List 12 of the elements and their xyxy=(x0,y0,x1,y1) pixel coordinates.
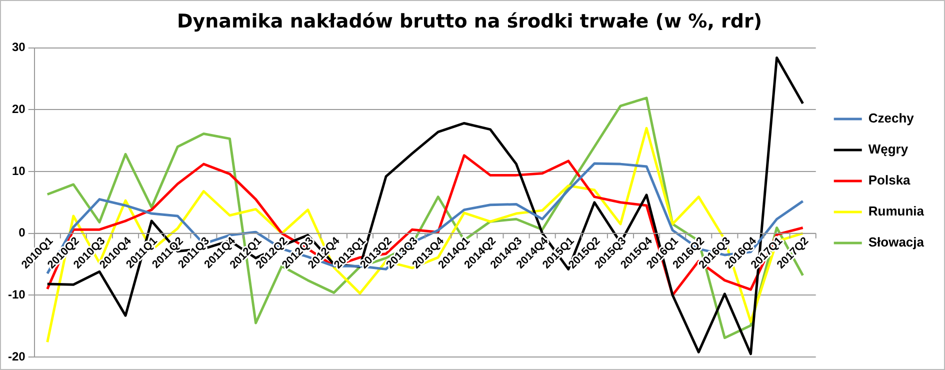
legend-label: Słowacja xyxy=(868,234,925,250)
y-tick-label: 10 xyxy=(12,164,26,178)
chart-title: Dynamika nakładów brutto na środki trwałe (w %, rdr) xyxy=(176,10,762,32)
legend-label: Czechy xyxy=(868,110,915,126)
y-tick-label: -10 xyxy=(8,287,26,302)
y-tick-label: 0 xyxy=(18,226,26,240)
legend-label: Polska xyxy=(868,172,912,188)
y-tick-label: 30 xyxy=(12,40,26,54)
y-tick-label: 20 xyxy=(12,102,26,116)
legend-label: Rumunia xyxy=(868,204,925,219)
legend-label: Węgry xyxy=(868,142,909,157)
y-tick-label: -20 xyxy=(8,349,26,364)
